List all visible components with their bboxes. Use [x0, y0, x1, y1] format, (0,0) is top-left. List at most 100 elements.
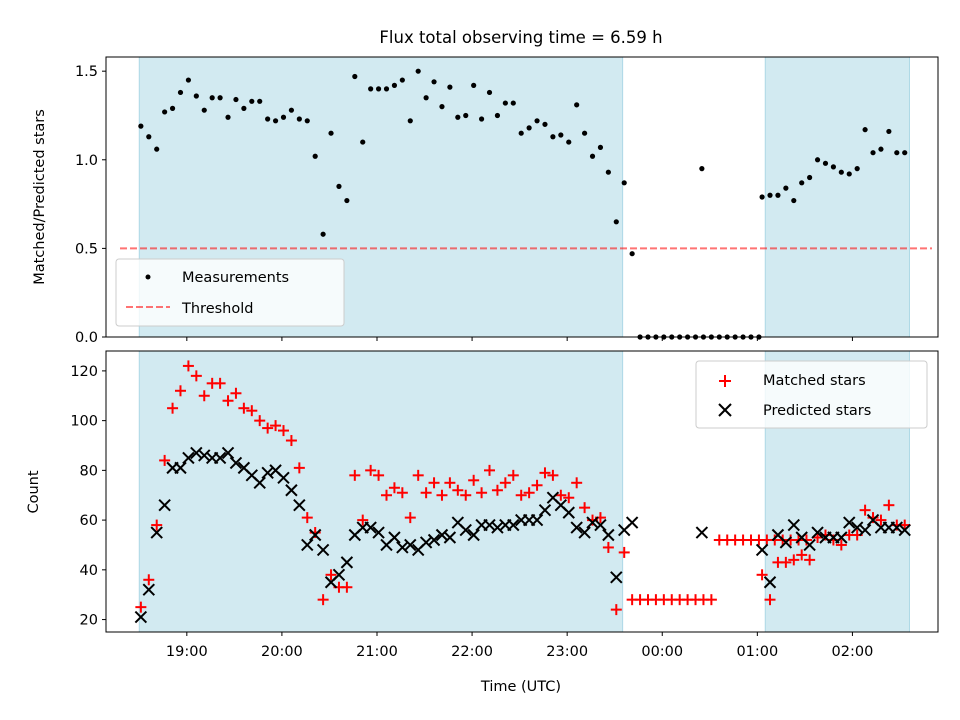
- matched-star-point: [365, 464, 377, 476]
- predicted-marker-b: [396, 541, 409, 554]
- matched-star-point: [788, 554, 800, 566]
- measurement-point: [605, 169, 611, 175]
- measurement-point: [455, 114, 461, 120]
- predicted-star-point: [404, 538, 417, 552]
- predicted-star-point: [372, 526, 385, 539]
- matched-star-point: [167, 402, 179, 414]
- predicted-marker-b: [586, 516, 599, 529]
- measurement-point: [146, 134, 152, 140]
- matched-star-point: [190, 370, 202, 382]
- measurement-point: [846, 171, 852, 177]
- matched-star-point: [222, 395, 234, 407]
- predicted-marker-b: [771, 528, 785, 542]
- predicted-stars-points: [134, 446, 911, 624]
- matched-star-point: [579, 502, 591, 514]
- predicted-star-point: [142, 583, 155, 596]
- measurement-point: [320, 231, 326, 237]
- measurement-point: [304, 118, 310, 124]
- predicted-marker-b: [245, 469, 259, 482]
- predicted-marker-b: [182, 451, 195, 465]
- predicted-marker-b: [787, 518, 800, 532]
- matched-star-point: [547, 469, 559, 481]
- measurement-point: [518, 130, 524, 136]
- legend-predicted-marker: [718, 403, 732, 417]
- measurement-point: [807, 174, 813, 181]
- predicted-star-point: [340, 556, 354, 569]
- measurement-point: [699, 166, 705, 172]
- predicted-star-point: [301, 538, 314, 552]
- predicted-star-point: [602, 528, 615, 542]
- measurement-point: [814, 157, 821, 163]
- predicted-marker-b: [419, 536, 433, 549]
- matched-star-point: [804, 554, 816, 566]
- predicted-star-point: [530, 513, 544, 527]
- measurement-point: [193, 93, 199, 99]
- ratio-y-axis-label: Matched/Predicted stars: [32, 109, 48, 285]
- measurement-point: [767, 192, 773, 198]
- measurement-point: [344, 197, 350, 204]
- predicted-marker-b: [150, 526, 163, 539]
- y-tick-label: 0.0: [75, 330, 98, 346]
- predicted-star-point: [459, 523, 472, 537]
- matched-star-point: [270, 420, 282, 432]
- matched-star-point: [835, 539, 847, 551]
- measurement-point: [399, 77, 405, 83]
- matched-star-point: [277, 425, 289, 437]
- predicted-star-point: [578, 526, 591, 539]
- matched-star-point: [563, 492, 575, 504]
- measurement-point: [169, 105, 176, 111]
- matched-star-point: [262, 422, 274, 434]
- predicted-marker-b: [134, 610, 148, 624]
- matched-star-point: [499, 477, 511, 489]
- measurement-point: [791, 197, 797, 204]
- matched-star-point: [610, 604, 622, 616]
- legend-measurements-label: Measurements: [182, 270, 289, 286]
- predicted-marker-b: [443, 531, 457, 544]
- predicted-marker-b: [404, 538, 417, 552]
- matched-star-point: [875, 514, 887, 526]
- matched-star-point: [412, 469, 424, 481]
- y-tick-label: 40: [80, 563, 98, 579]
- observing-band: [764, 56, 910, 338]
- predicted-marker-b: [451, 516, 465, 529]
- predicted-marker-b: [779, 536, 793, 549]
- predicted-marker-b: [530, 513, 544, 527]
- predicted-star-point: [538, 503, 552, 517]
- measurement-point: [272, 118, 279, 124]
- measurement-point: [201, 107, 207, 113]
- matched-star-point: [796, 549, 808, 561]
- measurement-point: [534, 118, 540, 124]
- predicted-star-point: [174, 461, 187, 475]
- matched-star-point: [151, 519, 163, 531]
- matched-star-point: [396, 487, 408, 499]
- measurement-point: [822, 160, 829, 166]
- predicted-marker-b: [190, 446, 203, 460]
- measurement-point: [233, 96, 239, 103]
- measurement-point: [225, 114, 231, 120]
- predicted-marker-b: [269, 464, 282, 477]
- predicted-marker-b: [459, 523, 472, 537]
- matched-star-point: [507, 469, 519, 481]
- measurement-point: [566, 139, 572, 145]
- predicted-marker-b: [763, 576, 777, 589]
- measurement-point: [621, 180, 627, 186]
- predicted-star-point: [198, 449, 211, 462]
- count-y-axis-label: Count: [26, 470, 42, 513]
- measurement-point: [138, 123, 144, 129]
- y-tick-label: 1.5: [75, 64, 98, 80]
- matched-star-point: [214, 377, 226, 389]
- matched-star-point: [174, 385, 186, 397]
- predicted-marker-b: [695, 526, 709, 539]
- matched-star-point: [764, 594, 776, 606]
- predicted-marker-b: [221, 446, 235, 460]
- measurement-point: [783, 185, 789, 191]
- matched-star-point: [373, 469, 385, 481]
- predicted-marker-b: [316, 543, 330, 557]
- matched-star-point: [341, 581, 353, 593]
- matched-star-point: [238, 402, 250, 414]
- measurement-point: [328, 130, 334, 136]
- predicted-marker-b: [261, 466, 274, 480]
- predicted-star-point: [285, 484, 298, 497]
- matched-star-point: [428, 477, 440, 489]
- measurement-point: [383, 86, 390, 92]
